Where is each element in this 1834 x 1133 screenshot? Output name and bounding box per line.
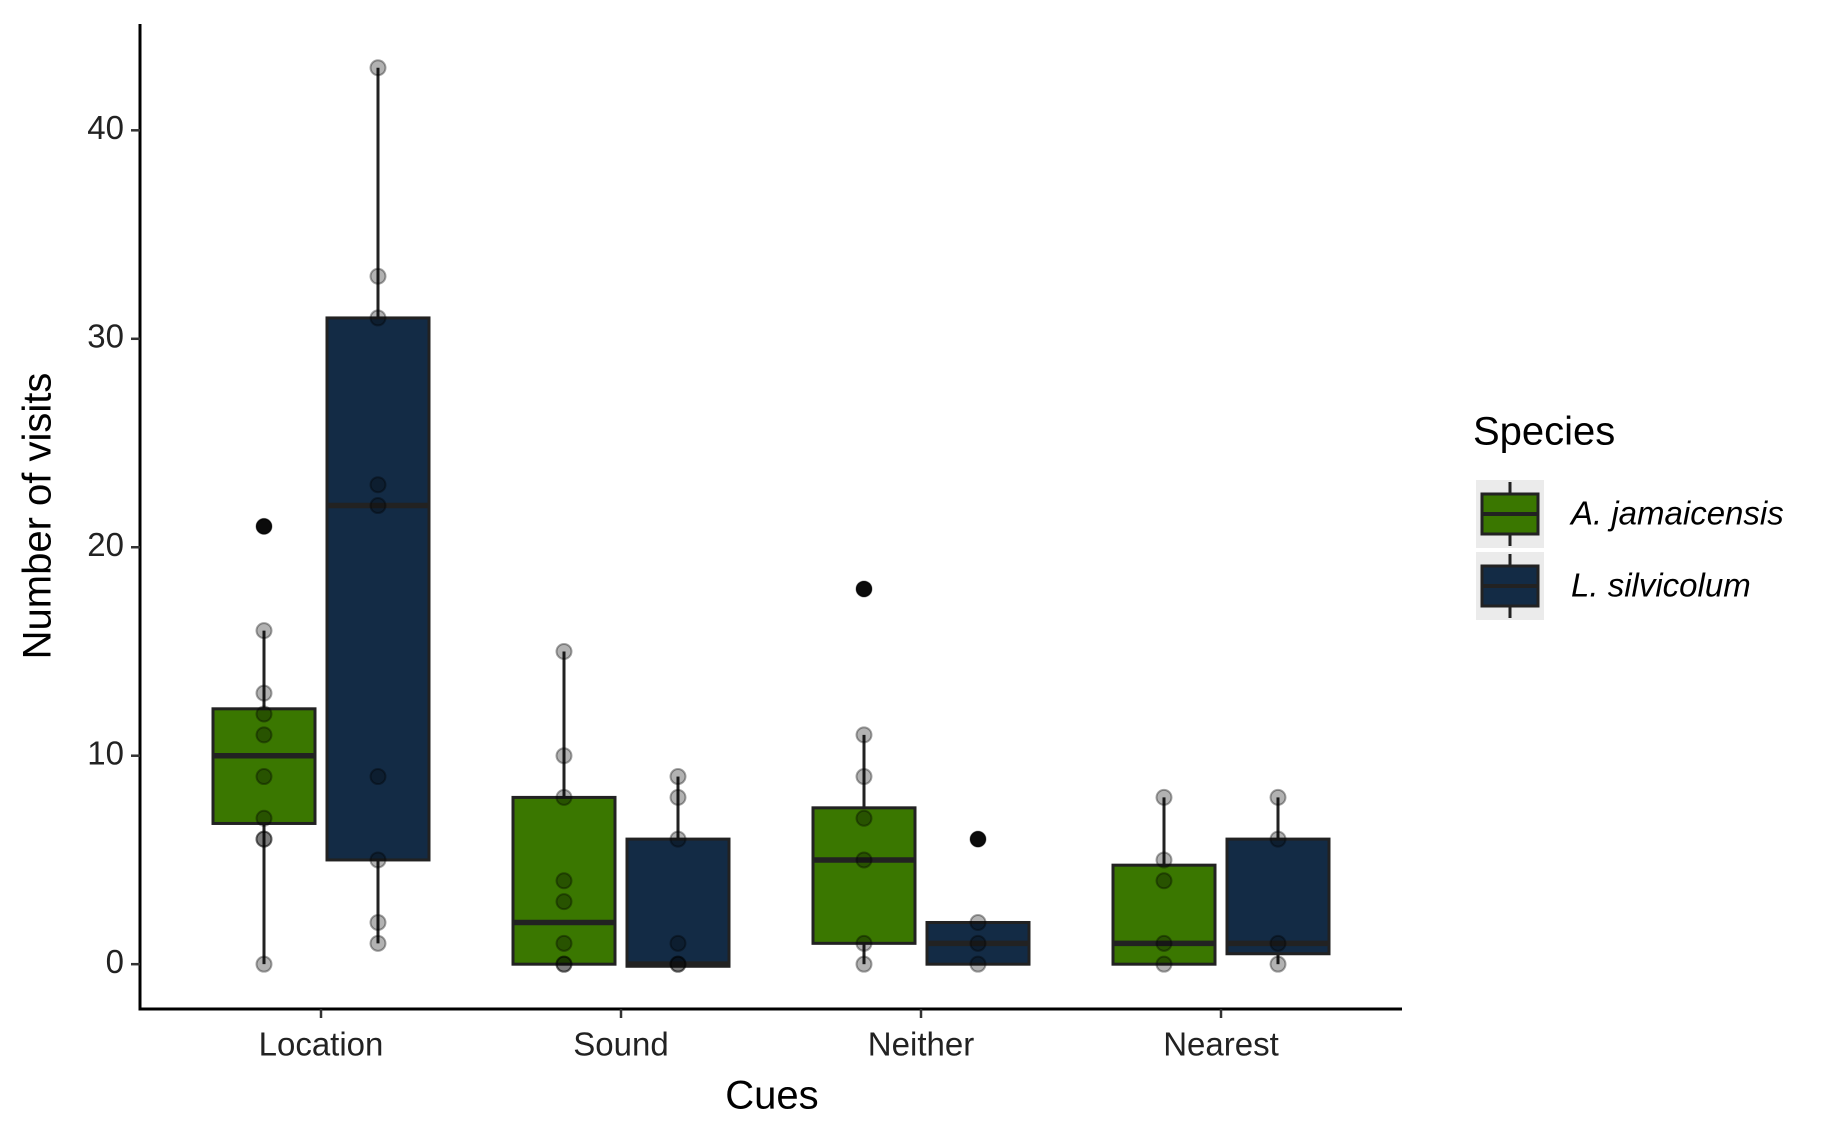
y-axis-title: Number of visits xyxy=(16,373,60,660)
data-point xyxy=(369,851,387,869)
data-point xyxy=(555,747,573,765)
data-point xyxy=(669,955,687,973)
y-tick-label: 30 xyxy=(87,318,124,355)
data-point xyxy=(969,913,987,931)
data-point xyxy=(255,830,273,848)
data-point xyxy=(255,705,273,723)
y-tick-label: 40 xyxy=(87,109,124,146)
data-point xyxy=(369,476,387,494)
outlier xyxy=(256,518,272,535)
data-point xyxy=(369,768,387,786)
y-tick-label: 10 xyxy=(87,734,124,771)
y-tick-label: 0 xyxy=(106,943,124,980)
box xyxy=(811,806,917,945)
data-point xyxy=(1155,955,1173,973)
data-point xyxy=(855,934,873,952)
x-tick-label: Neither xyxy=(868,1026,974,1063)
legend-label: L. silvicolum xyxy=(1571,567,1751,604)
data-point xyxy=(555,934,573,952)
x-tick-label: Location xyxy=(259,1026,384,1063)
data-point xyxy=(1155,872,1173,890)
data-point xyxy=(855,955,873,973)
x-tick-label: Sound xyxy=(573,1026,668,1063)
legend-title: Species xyxy=(1473,410,1615,454)
data-point xyxy=(1269,934,1287,952)
data-point xyxy=(255,830,273,848)
data-point xyxy=(969,830,987,848)
legend-label: A. jamaicensis xyxy=(1569,495,1784,532)
data-point xyxy=(555,955,573,973)
data-point xyxy=(555,955,573,973)
data-point xyxy=(369,934,387,952)
data-point xyxy=(669,955,687,973)
data-point xyxy=(855,809,873,827)
data-point xyxy=(255,684,273,702)
data-point xyxy=(969,955,987,973)
data-point xyxy=(555,872,573,890)
data-point xyxy=(369,59,387,77)
data-point xyxy=(555,893,573,911)
y-tick-label: 20 xyxy=(87,526,124,563)
data-point xyxy=(369,913,387,931)
data-point xyxy=(255,726,273,744)
box xyxy=(325,316,431,862)
x-axis-title: Cues xyxy=(725,1074,818,1118)
data-point xyxy=(255,809,273,827)
data-point xyxy=(669,788,687,806)
data-point xyxy=(1155,934,1173,952)
outlier xyxy=(856,580,872,597)
box xyxy=(625,837,731,968)
data-point xyxy=(369,309,387,327)
box xyxy=(211,707,317,825)
data-point xyxy=(969,934,987,952)
outlier xyxy=(970,831,986,848)
data-point xyxy=(1155,851,1173,869)
data-point xyxy=(855,768,873,786)
data-point xyxy=(255,768,273,786)
box xyxy=(1225,837,1331,956)
data-point xyxy=(555,642,573,660)
data-point xyxy=(255,517,273,535)
data-point xyxy=(1269,830,1287,848)
box xyxy=(511,795,617,966)
data-point xyxy=(369,497,387,515)
data-point xyxy=(669,768,687,786)
data-point xyxy=(855,726,873,744)
data-point xyxy=(669,830,687,848)
data-point xyxy=(855,580,873,598)
data-point xyxy=(1269,788,1287,806)
data-point xyxy=(1155,788,1173,806)
data-point xyxy=(369,267,387,285)
data-point xyxy=(255,955,273,973)
data-point xyxy=(555,788,573,806)
data-point xyxy=(669,934,687,952)
data-point xyxy=(255,622,273,640)
data-point xyxy=(855,851,873,869)
box xyxy=(1111,863,1217,966)
data-point xyxy=(1269,955,1287,973)
x-tick-label: Nearest xyxy=(1163,1026,1279,1063)
